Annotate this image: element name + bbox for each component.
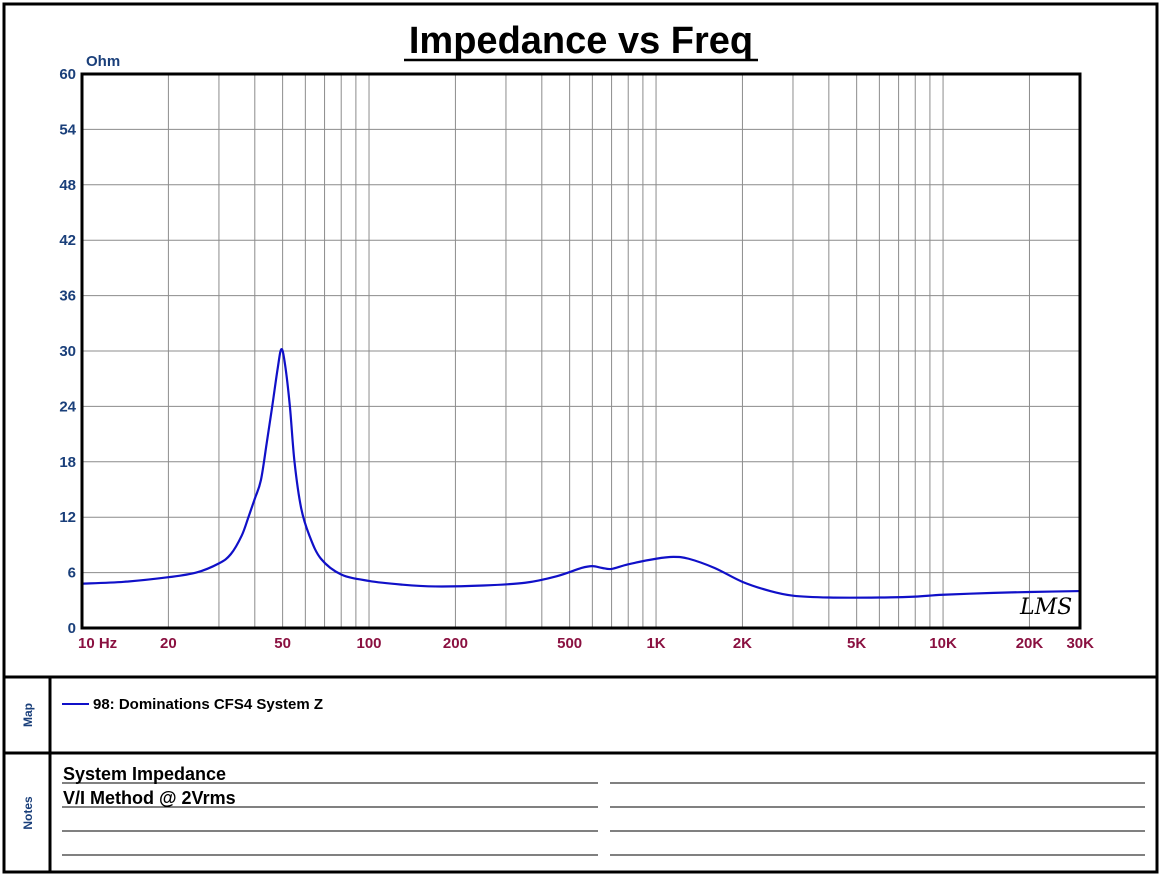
y-tick-label: 18 bbox=[59, 454, 76, 471]
y-tick-label: 36 bbox=[59, 288, 76, 305]
legend: 98: Dominations CFS4 System Z bbox=[62, 696, 323, 713]
y-axis-unit: Ohm bbox=[86, 53, 120, 70]
y-tick-label: 24 bbox=[59, 398, 76, 415]
legend-series-name: 98: Dominations CFS4 System Z bbox=[93, 696, 323, 713]
notes-line-2: V/I Method @ 2Vrms bbox=[63, 788, 236, 808]
y-tick-label: 0 bbox=[68, 620, 76, 637]
chart-title: Impedance vs Freq bbox=[409, 20, 753, 62]
x-tick-label: 5K bbox=[847, 635, 866, 652]
x-tick-label: 500 bbox=[557, 635, 582, 652]
notes-line-1: System Impedance bbox=[63, 764, 226, 784]
lms-stamp: LMS bbox=[1019, 595, 1072, 620]
x-tick-label: 10 Hz bbox=[78, 635, 117, 652]
y-tick-label: 42 bbox=[59, 232, 76, 249]
plot-border bbox=[80, 72, 1082, 630]
sidebar-map-label: Map bbox=[21, 703, 35, 727]
notes-lines bbox=[62, 782, 1145, 856]
x-tick-label: 100 bbox=[357, 635, 382, 652]
sidebar-notes-label: Notes bbox=[21, 796, 35, 830]
y-tick-label: 60 bbox=[59, 66, 76, 83]
y-tick-label: 54 bbox=[59, 121, 76, 138]
x-tick-label: 10K bbox=[929, 635, 957, 652]
x-tick-label: 20K bbox=[1016, 635, 1044, 652]
y-tick-label: 6 bbox=[68, 565, 76, 582]
y-tick-label: 30 bbox=[59, 343, 76, 360]
y-tick-label: 12 bbox=[59, 509, 76, 526]
y-tick-labels: 0 6 12 18 24 30 36 42 48 54 60 bbox=[59, 66, 76, 637]
x-tick-label: 2K bbox=[733, 635, 752, 652]
impedance-series-line bbox=[80, 348, 1082, 599]
x-tick-label: 20 bbox=[160, 635, 177, 652]
y-tick-label: 48 bbox=[59, 177, 76, 194]
x-tick-label: 50 bbox=[274, 635, 291, 652]
x-tick-label: 200 bbox=[443, 635, 468, 652]
x-tick-label: 30K bbox=[1066, 635, 1094, 652]
x-tick-label: 1K bbox=[646, 635, 665, 652]
x-tick-labels: 10 Hz 20 50 100 200 500 1K 2K 5K 10K 20K 30K bbox=[78, 635, 1094, 652]
